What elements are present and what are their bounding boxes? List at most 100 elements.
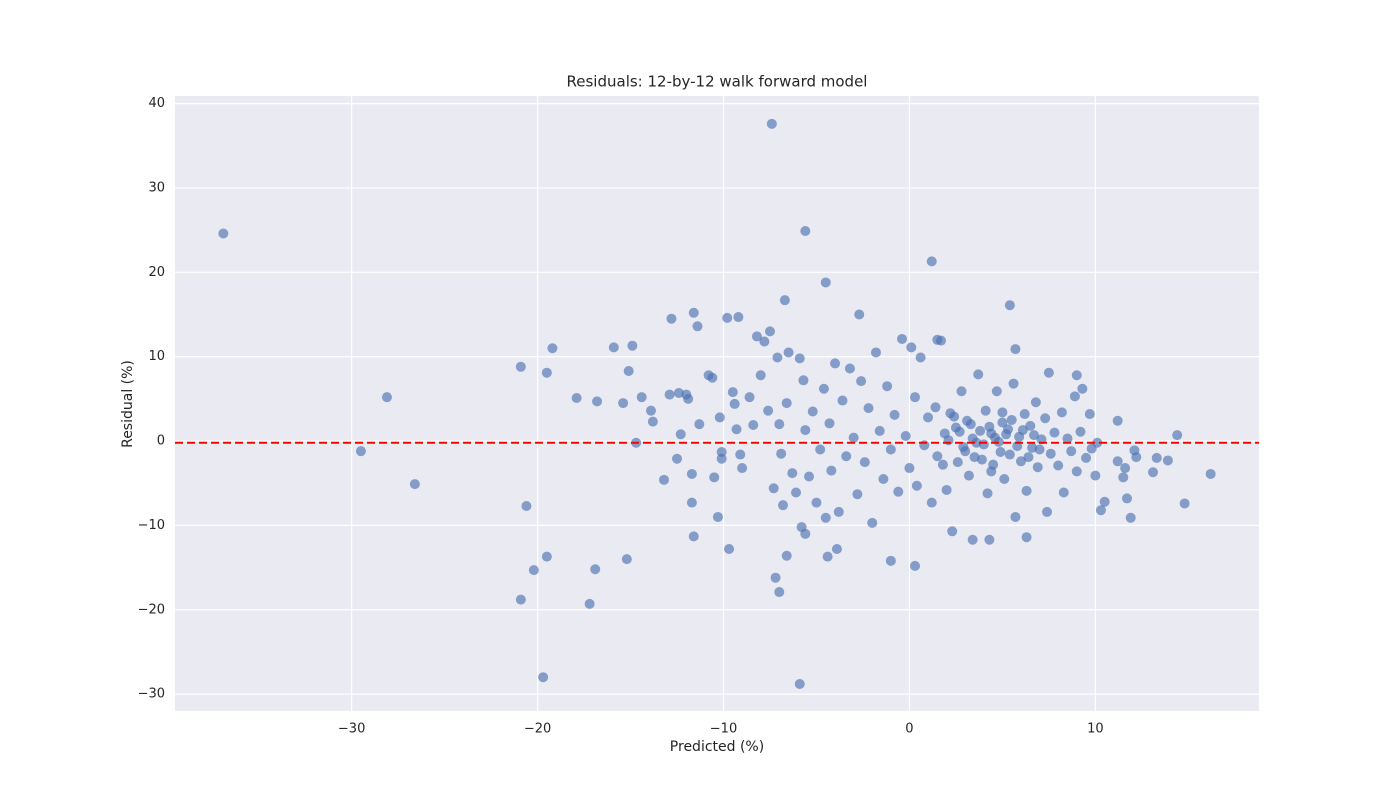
scatter-point — [1071, 466, 1082, 477]
scatter-point — [1120, 463, 1131, 474]
scatter-point — [995, 447, 1006, 458]
scatter-point — [355, 446, 366, 457]
scatter-point — [1034, 444, 1045, 455]
chart-title: Residuals: 12-by-12 walk forward model — [567, 73, 868, 91]
scatter-point — [949, 411, 960, 422]
scatter-point — [848, 432, 859, 443]
scatter-point — [1062, 433, 1073, 444]
scatter-point — [820, 277, 831, 288]
scatter-point — [1019, 409, 1030, 420]
scatter-point — [1205, 468, 1216, 479]
scatter-point — [1006, 414, 1017, 425]
scatter-point — [807, 406, 818, 417]
scatter-point — [870, 347, 881, 358]
scatter-point — [781, 398, 792, 409]
scatter-point — [571, 393, 582, 404]
scatter-point — [1092, 437, 1103, 448]
scatter-point — [1112, 456, 1123, 467]
scatter-point — [976, 454, 987, 465]
scatter-point — [688, 531, 699, 542]
scatter-point — [997, 417, 1008, 428]
scatter-point — [815, 444, 826, 455]
y-tick-label: −10 — [138, 518, 165, 533]
scatter-point — [863, 403, 874, 414]
scatter-point — [837, 395, 848, 406]
scatter-point — [724, 544, 735, 555]
scatter-point — [956, 386, 967, 397]
scatter-point — [997, 407, 1008, 418]
scatter-point — [729, 398, 740, 409]
scatter-point — [592, 396, 603, 407]
scatter-point — [608, 342, 619, 353]
scatter-point — [893, 486, 904, 497]
scatter-point — [967, 534, 978, 545]
scatter-point — [984, 534, 995, 545]
scatter-point — [1148, 467, 1159, 478]
scatter-point — [694, 419, 705, 430]
scatter-point — [1151, 452, 1162, 463]
scatter-point — [755, 370, 766, 381]
scatter-point — [1029, 430, 1040, 441]
scatter-point — [791, 487, 802, 498]
scatter-point — [686, 468, 697, 479]
scatter-point — [636, 392, 647, 403]
scatter-point — [1010, 511, 1021, 522]
y-tick-label: 20 — [148, 265, 165, 280]
scatter-point — [712, 511, 723, 522]
scatter-point — [623, 366, 634, 377]
scatter-point — [906, 342, 917, 353]
scatter-point — [515, 594, 526, 605]
scatter-point — [980, 405, 991, 416]
scatter-point — [947, 526, 958, 537]
scatter-point — [672, 453, 683, 464]
scatter-point — [528, 565, 539, 576]
scatter-point — [673, 387, 684, 398]
scatter-point — [1125, 512, 1136, 523]
scatter-point — [889, 409, 900, 420]
scatter-point — [547, 343, 558, 354]
scatter-point — [621, 554, 632, 565]
scatter-point — [975, 425, 986, 436]
scatter-point — [722, 312, 733, 323]
scatter-point — [796, 522, 807, 533]
scatter-point — [963, 470, 974, 481]
scatter-point — [897, 333, 908, 344]
scatter-point — [824, 418, 835, 429]
scatter-point — [1049, 427, 1060, 438]
scatter-point — [971, 437, 982, 448]
scatter-point — [218, 228, 229, 239]
scatter-point — [683, 393, 694, 404]
scatter-point — [645, 405, 656, 416]
scatter-point — [1043, 367, 1054, 378]
scatter-point — [766, 118, 777, 129]
scatter-point — [647, 416, 658, 427]
scatter-point — [1001, 429, 1012, 440]
scatter-point — [989, 432, 1000, 443]
scatter-point — [779, 295, 790, 306]
scatter-point — [800, 225, 811, 236]
scatter-point — [714, 412, 725, 423]
scatter-point — [1071, 370, 1082, 381]
scatter-point — [688, 307, 699, 318]
y-tick-label: −30 — [138, 687, 165, 702]
scatter-point — [751, 331, 762, 342]
scatter-point — [659, 474, 670, 485]
scatter-point — [1112, 415, 1123, 426]
plot-area — [175, 96, 1259, 711]
scatter-point — [1084, 409, 1095, 420]
scatter-point — [1179, 498, 1190, 509]
scatter-point — [859, 457, 870, 468]
scatter-point — [1008, 378, 1019, 389]
scatter-point — [973, 369, 984, 380]
scatter-point — [778, 500, 789, 511]
scatter-point — [820, 512, 831, 523]
scatter-point — [692, 321, 703, 332]
scatter-point — [1017, 425, 1028, 436]
scatter-point — [1118, 472, 1129, 483]
scatter-point — [1099, 496, 1110, 507]
scatter-point — [1004, 449, 1015, 460]
scatter-point — [952, 457, 963, 468]
scatter-point — [1045, 448, 1056, 459]
scatter-point — [733, 312, 744, 323]
